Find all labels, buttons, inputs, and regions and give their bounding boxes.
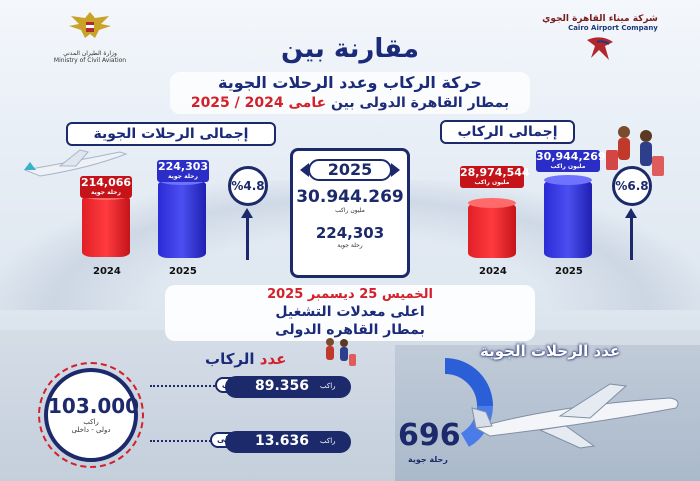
summary-flights-unit: رحلة جوية: [337, 242, 363, 249]
international-unit: راكب: [320, 382, 336, 390]
chevron-left-icon: [300, 163, 309, 177]
company-name-ar: شركة ميناء القاهرة الجوي: [542, 13, 658, 24]
international-pill: 89.356 راكب: [225, 376, 351, 398]
airplane-large-icon: [471, 383, 679, 449]
connector-international: [150, 385, 230, 387]
flights-2025-unit: رحلة جوية: [168, 173, 198, 180]
passengers-2025-year: 2025: [555, 266, 583, 277]
summary-year-badge: 2025: [300, 159, 400, 181]
ministry-logo: وزارة الطيران المدني Ministry of Civil A…: [40, 8, 140, 64]
passengers-2024-value: 28,974,544: [460, 166, 530, 179]
domestic-unit: راكب: [320, 437, 336, 445]
summary-year: 2025: [327, 160, 373, 179]
record-box: الخميس 25 ديسمبر 2025 اعلى معدلات التشغي…: [165, 285, 535, 341]
flights-2025-year: 2025: [169, 266, 197, 277]
passengers-bar-2024: [468, 203, 516, 258]
domestic-value: 13.636: [255, 433, 310, 449]
passengers-bar-2025: [544, 180, 592, 258]
flights-2024-value-tag: 214,066 رحلة جوية: [80, 176, 132, 198]
flights-section-header: إجمالى الرحلات الجوية: [66, 122, 276, 146]
summary-passengers-unit: مليون راكب: [335, 207, 365, 214]
flights-2024-unit: رحلة جوية: [91, 189, 121, 196]
subtitle-years: 2024 / 2025: [190, 95, 284, 111]
day-passengers-title-red: عدد: [259, 350, 287, 368]
flights-bar-2025: [158, 180, 206, 258]
company-name-en: Cairo Airport Company: [568, 23, 658, 32]
day-passengers-title-blue: الركاب: [205, 350, 255, 368]
passengers-2025-unit: مليون راكب: [550, 163, 586, 170]
day-passengers-total: 103.000: [48, 394, 140, 418]
day-passengers-title: عدد الركاب: [205, 350, 286, 368]
subtitle-box: حركة الركاب وعدد الرحلات الجوية بمطار ال…: [170, 72, 530, 114]
passengers-2024-value-tag: 28,974,544 مليون راكب: [460, 166, 530, 188]
flights-2025-value-tag: 224,303 رحلة جوية: [157, 160, 209, 182]
ministry-name-ar: وزارة الطيران المدني: [63, 50, 117, 57]
flights-growth-badge: %4.8: [228, 166, 268, 206]
passengers-section-header: إجمالى الركاب: [440, 120, 575, 144]
flights-growth-arrow-head: [241, 208, 253, 218]
day-flights-value: 696: [398, 418, 461, 453]
chevron-right-icon: [391, 163, 400, 177]
international-value: 89.356: [255, 378, 310, 394]
record-date: الخميس 25 ديسمبر 2025: [267, 287, 433, 302]
subtitle-line-1: حركة الركاب وعدد الرحلات الجوية: [218, 73, 482, 92]
domestic-pill: 13.636 راكب: [225, 431, 351, 453]
day-passengers-total-unit: راكب: [83, 418, 99, 426]
subtitle-prefix: بمطار القاهرة الدولى بين: [331, 95, 510, 111]
day-flights-unit: رحلة جوية: [408, 455, 448, 464]
year-summary-box: 2025 30.944.269 مليون راكب 224,303 رحلة …: [290, 148, 410, 278]
travelers-icon: [606, 126, 664, 176]
subtitle-line-2: بمطار القاهرة الدولى بين عامى 2024 / 202…: [170, 93, 530, 113]
flights-2024-value: 214,066: [80, 176, 132, 189]
flights-bar-2024: [82, 195, 130, 257]
airplane-icon: [23, 149, 128, 177]
flights-growth-arrow: [246, 216, 249, 260]
eagle-icon: [69, 12, 111, 38]
company-logo: شركة ميناء القاهرة الجوي Cairo Airport C…: [530, 12, 670, 66]
passengers-bar-2025-top: [544, 175, 592, 185]
passengers-2025-value-tag: 30,944,269 مليون راكب: [536, 150, 606, 172]
record-line-2: بمطار القاهره الدولى: [275, 322, 425, 338]
summary-passengers: 30.944.269: [296, 187, 404, 207]
ministry-name-en: Ministry of Civil Aviation: [53, 57, 127, 64]
passengers-growth-arrow-head: [625, 208, 637, 218]
day-passengers-total-sub: دولى - داخلى: [71, 426, 111, 434]
travelers-small-icon: [326, 338, 356, 366]
day-flights-title: عدد الرحلات الجوية: [480, 342, 621, 360]
passengers-2024-year: 2024: [479, 266, 507, 277]
passengers-2025-value: 30,944,269: [536, 150, 606, 163]
page-title: مقارنة بين: [281, 34, 419, 64]
passengers-growth-arrow: [630, 216, 633, 260]
subtitle-highlight: عامى: [288, 95, 327, 111]
bird-icon: [587, 36, 613, 60]
flights-2025-value: 224,303: [157, 160, 209, 173]
passengers-bar-2024-top: [468, 198, 516, 208]
connector-domestic: [150, 440, 230, 442]
summary-flights: 224,303: [315, 224, 385, 242]
flights-2024-year: 2024: [93, 266, 121, 277]
day-passengers-ring-decor: [38, 362, 144, 468]
day-passengers-total-ring: 103.000 راكب دولى - داخلى: [44, 368, 140, 462]
passengers-2024-unit: مليون راكب: [474, 179, 510, 186]
passengers-growth-badge: %6.8: [612, 166, 652, 206]
record-line-1: اعلى معدلات التشغيل: [275, 304, 425, 320]
